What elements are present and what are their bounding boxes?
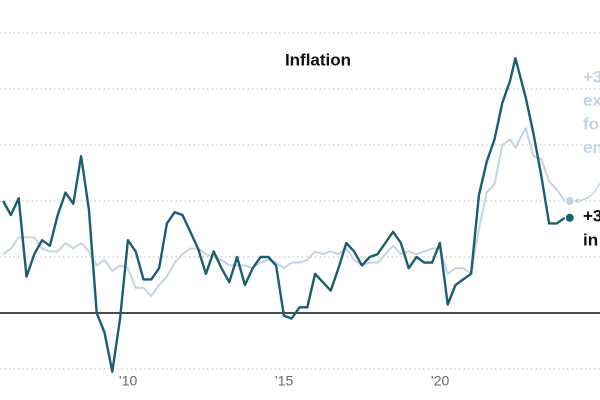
arrow-head [573,198,580,204]
annotation-arrow [575,182,600,202]
series-line [2,127,566,298]
series-label: en [583,138,600,157]
end-dot [564,195,575,206]
x-tick-label: ’20 [431,373,450,389]
series-label: +3 [583,67,600,86]
series-label: fo [583,114,599,133]
end-dot [564,212,575,223]
series-label: in [583,230,598,249]
chart-title: Inflation [285,50,351,69]
series-label: ex [583,91,600,110]
x-tick-label: ’15 [275,373,294,389]
x-tick-label: ’10 [119,373,138,389]
series-line [2,57,566,373]
series-label: +3 [583,206,600,225]
